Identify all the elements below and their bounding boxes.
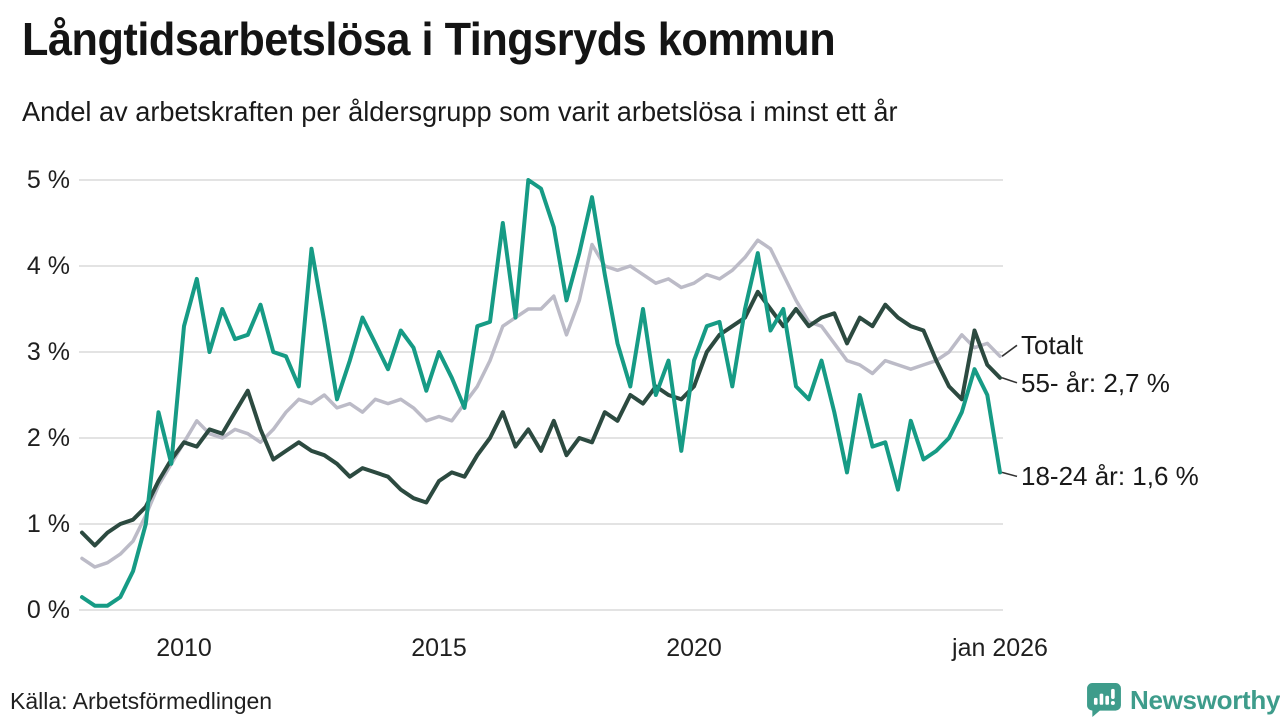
annotation-connector [1001, 344, 1018, 357]
annotation-18-24-r: 18-24 år: 1,6 % [1021, 461, 1199, 492]
y-axis-label: 5 % [26, 166, 70, 194]
page-title: Långtidsarbetslösa i Tingsryds kommun [22, 13, 836, 65]
x-axis-label: 2010 [156, 634, 212, 662]
chart-subtitle: Andel av arbetskraften per åldersgrupp s… [22, 96, 898, 127]
series-line-totalt [80, 238, 1002, 569]
annotation-totalt: Totalt [1021, 330, 1084, 361]
x-axis-label: 2015 [411, 634, 467, 662]
series-line-18-24-r [80, 178, 1002, 608]
x-axis-label: jan 2026 [952, 634, 1048, 662]
newsworthy-logo: Newsworthy [1086, 682, 1280, 718]
y-axis-label: 2 % [26, 424, 70, 452]
y-axis-label: 4 % [26, 252, 70, 280]
annotation-connector [1001, 377, 1018, 384]
y-axis-label: 0 % [26, 596, 70, 624]
x-axis-label: 2020 [666, 634, 722, 662]
source-label: Källa: Arbetsförmedlingen [10, 688, 273, 714]
annotation-connector [1001, 471, 1018, 478]
newsworthy-logo-text: Newsworthy [1130, 684, 1280, 715]
y-axis-label: 3 % [26, 338, 70, 366]
y-axis-label: 1 % [26, 510, 70, 538]
series-line-55-r [80, 289, 1002, 548]
annotation-55-r: 55- år: 2,7 % [1021, 367, 1170, 398]
newsworthy-logo-icon [1087, 683, 1121, 717]
